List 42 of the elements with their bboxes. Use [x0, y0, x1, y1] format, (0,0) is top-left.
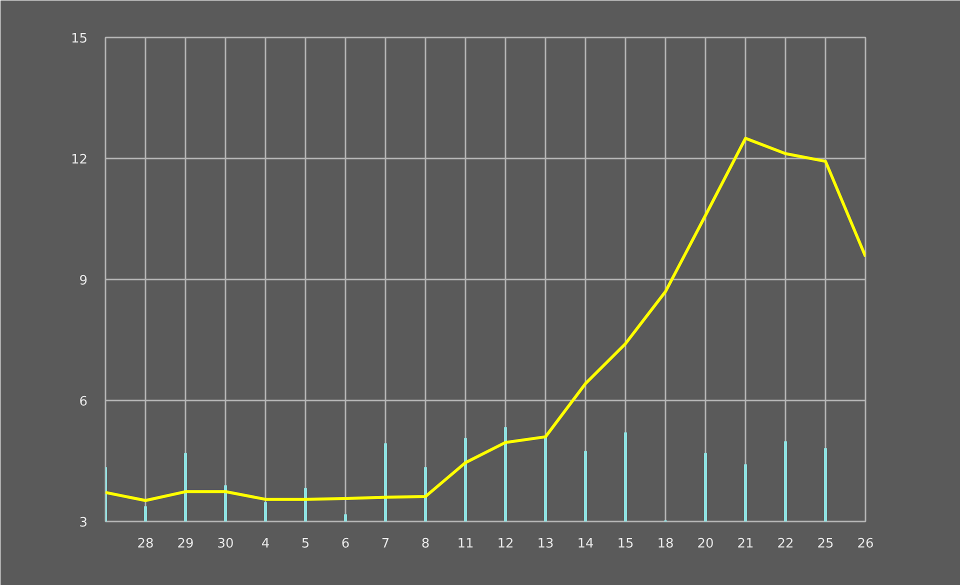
bar — [344, 514, 347, 522]
y-tick-label: 6 — [79, 394, 88, 410]
x-tick-label: 6 — [341, 536, 350, 552]
bar — [384, 443, 387, 522]
x-tick-label: 22 — [777, 536, 794, 552]
y-tick-label: 12 — [70, 152, 88, 168]
x-tick-label: 8 — [421, 536, 430, 552]
bar — [504, 427, 507, 522]
bar — [784, 441, 787, 522]
x-tick-label: 21 — [737, 536, 754, 552]
x-tick-label: 13 — [537, 536, 554, 552]
x-tick-label: 30 — [217, 536, 234, 552]
bar — [304, 488, 307, 522]
line-series — [106, 136, 866, 502]
x-tick-label: 18 — [657, 536, 674, 552]
bar — [624, 432, 627, 522]
x-tick-label: 11 — [457, 536, 474, 552]
x-tick-label: 25 — [817, 536, 834, 552]
bar — [544, 436, 547, 522]
x-tick-label: 4 — [261, 536, 270, 552]
bar — [704, 452, 707, 522]
bar — [184, 452, 187, 522]
x-tick-label: 7 — [381, 536, 390, 552]
y-tick-label: 9 — [79, 274, 88, 288]
x-tick-label: 28 — [137, 536, 154, 552]
bar — [824, 448, 827, 522]
x-tick-label: 15 — [617, 536, 634, 552]
x-tick-label: 5 — [301, 536, 310, 552]
bar — [264, 502, 267, 522]
y-tick-label: 3 — [79, 516, 88, 530]
bar — [464, 438, 467, 522]
bar — [144, 506, 147, 522]
y-tick-label: 15 — [70, 32, 88, 46]
bar — [584, 450, 587, 522]
bar — [424, 466, 427, 522]
x-tick-label: 29 — [177, 536, 194, 552]
x-tick-label: 26 — [857, 536, 874, 552]
x-tick-label: 14 — [577, 536, 594, 552]
bar — [744, 464, 747, 522]
x-tick-label: 12 — [497, 536, 514, 552]
x-tick-label: 20 — [697, 536, 714, 552]
bar — [224, 485, 227, 522]
